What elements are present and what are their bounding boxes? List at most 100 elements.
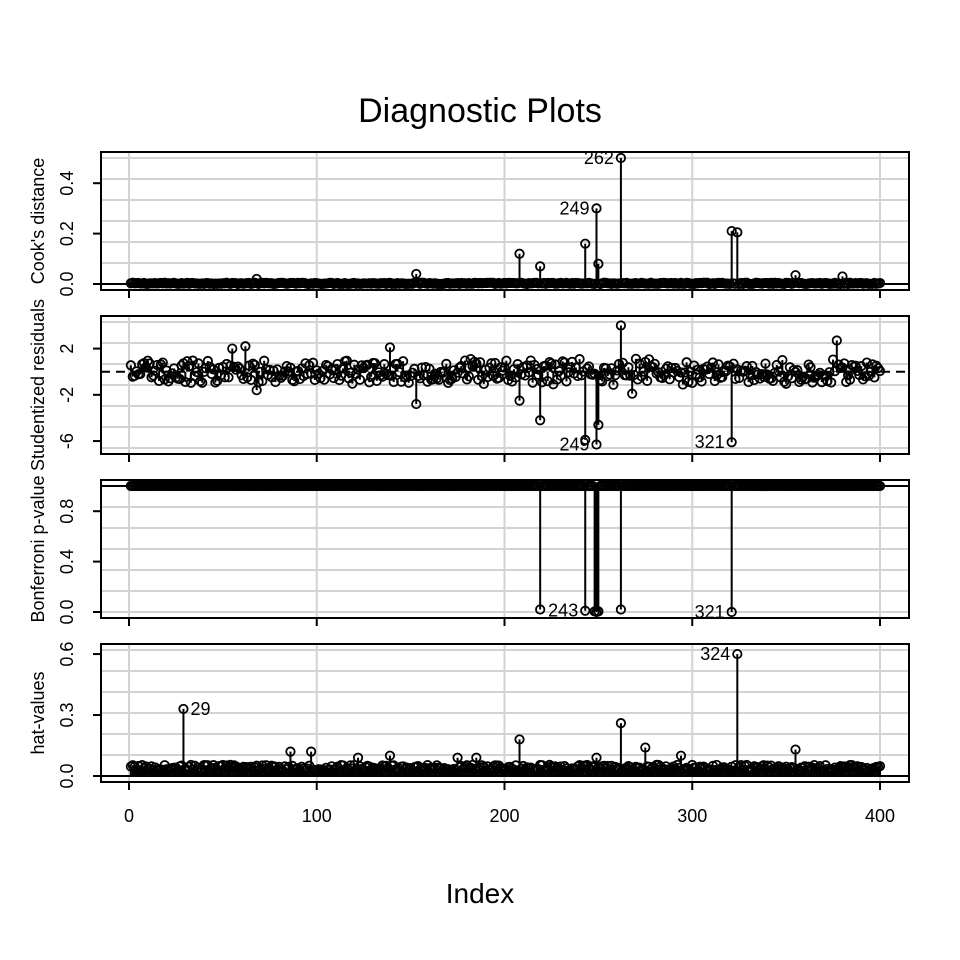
data-point bbox=[150, 365, 161, 376]
points-hat bbox=[125, 648, 886, 777]
y-tick-label: -2 bbox=[57, 387, 77, 403]
data-point bbox=[514, 395, 525, 406]
data-point bbox=[707, 357, 719, 368]
data-point bbox=[413, 370, 424, 382]
data-point bbox=[756, 369, 767, 380]
y-axis-label: hat-values bbox=[28, 671, 48, 754]
data-point bbox=[790, 744, 801, 755]
data-point bbox=[561, 376, 572, 387]
data-point bbox=[223, 372, 234, 383]
data-point bbox=[187, 355, 198, 366]
data-point bbox=[591, 203, 602, 214]
data-point bbox=[514, 248, 525, 259]
data-point bbox=[463, 371, 474, 382]
point-label: 324 bbox=[700, 644, 730, 664]
data-point bbox=[471, 752, 482, 763]
data-point bbox=[289, 376, 300, 387]
data-point bbox=[874, 480, 886, 492]
data-point bbox=[437, 367, 448, 378]
data-point bbox=[610, 370, 621, 381]
y-tick-label: 0.0 bbox=[57, 763, 77, 788]
data-point bbox=[638, 366, 649, 377]
data-point bbox=[384, 342, 396, 353]
data-point bbox=[713, 359, 724, 370]
grid-cooks bbox=[101, 152, 909, 290]
data-point bbox=[411, 268, 422, 280]
data-point bbox=[544, 357, 555, 368]
points-bonferroni bbox=[125, 480, 886, 618]
data-point bbox=[732, 227, 743, 238]
data-point bbox=[155, 359, 167, 370]
data-point bbox=[824, 367, 835, 378]
y-tick-label: -6 bbox=[57, 433, 77, 449]
data-point bbox=[195, 375, 206, 387]
chart-title: Diagnostic Plots bbox=[358, 92, 602, 130]
data-point bbox=[760, 358, 771, 369]
data-point bbox=[726, 225, 737, 237]
data-point bbox=[608, 379, 619, 390]
data-point bbox=[535, 415, 546, 426]
data-point bbox=[792, 365, 803, 376]
data-point bbox=[788, 365, 799, 376]
data-point bbox=[535, 604, 546, 615]
data-point bbox=[501, 355, 512, 366]
data-point bbox=[379, 359, 390, 370]
data-point bbox=[844, 374, 856, 385]
data-point bbox=[580, 605, 591, 616]
data-point bbox=[193, 358, 204, 369]
y-tick-label: 0.6 bbox=[57, 642, 77, 667]
data-point bbox=[649, 358, 660, 369]
data-point bbox=[354, 374, 366, 385]
data-point bbox=[249, 359, 260, 371]
data-point bbox=[208, 364, 219, 375]
point-label: 321 bbox=[695, 432, 725, 452]
data-point bbox=[874, 365, 886, 377]
data-point bbox=[153, 375, 165, 387]
data-point bbox=[597, 376, 608, 387]
data-point bbox=[874, 761, 886, 772]
data-point bbox=[381, 368, 392, 379]
data-point bbox=[869, 372, 880, 383]
data-point bbox=[574, 354, 585, 365]
data-point bbox=[536, 377, 548, 388]
point-label: 249 bbox=[559, 198, 589, 218]
data-point bbox=[191, 764, 202, 776]
data-point bbox=[514, 734, 525, 745]
data-point bbox=[474, 357, 486, 368]
data-point bbox=[732, 648, 743, 660]
data-point bbox=[874, 277, 886, 289]
data-point bbox=[675, 750, 687, 761]
data-point bbox=[777, 354, 788, 366]
data-point bbox=[580, 238, 591, 249]
data-point bbox=[563, 367, 574, 378]
data-point bbox=[615, 320, 627, 331]
y-axis-label: Bonferroni p-value bbox=[28, 475, 48, 622]
data-point bbox=[527, 377, 538, 388]
y-tick-label: 0.8 bbox=[57, 499, 77, 524]
data-point bbox=[591, 752, 602, 763]
data-point bbox=[347, 378, 358, 389]
data-point bbox=[227, 343, 238, 354]
data-point bbox=[219, 372, 230, 383]
data-point bbox=[234, 363, 245, 374]
data-point bbox=[459, 355, 471, 366]
data-point bbox=[452, 752, 463, 763]
data-point bbox=[615, 152, 627, 164]
data-point bbox=[861, 357, 872, 368]
points-cooks bbox=[125, 152, 886, 290]
data-point bbox=[424, 363, 435, 374]
data-point bbox=[499, 362, 510, 373]
points-studentized bbox=[125, 320, 886, 450]
y-tick-label: 0.0 bbox=[57, 599, 77, 624]
x-axis-label: Index bbox=[446, 878, 515, 909]
y-tick-label: 0.2 bbox=[57, 221, 77, 246]
data-point bbox=[642, 375, 653, 386]
x-tick-label: 0 bbox=[124, 806, 134, 826]
x-tick-label: 100 bbox=[302, 806, 332, 826]
data-point bbox=[197, 377, 208, 388]
data-point bbox=[615, 718, 627, 729]
data-point bbox=[148, 370, 159, 381]
